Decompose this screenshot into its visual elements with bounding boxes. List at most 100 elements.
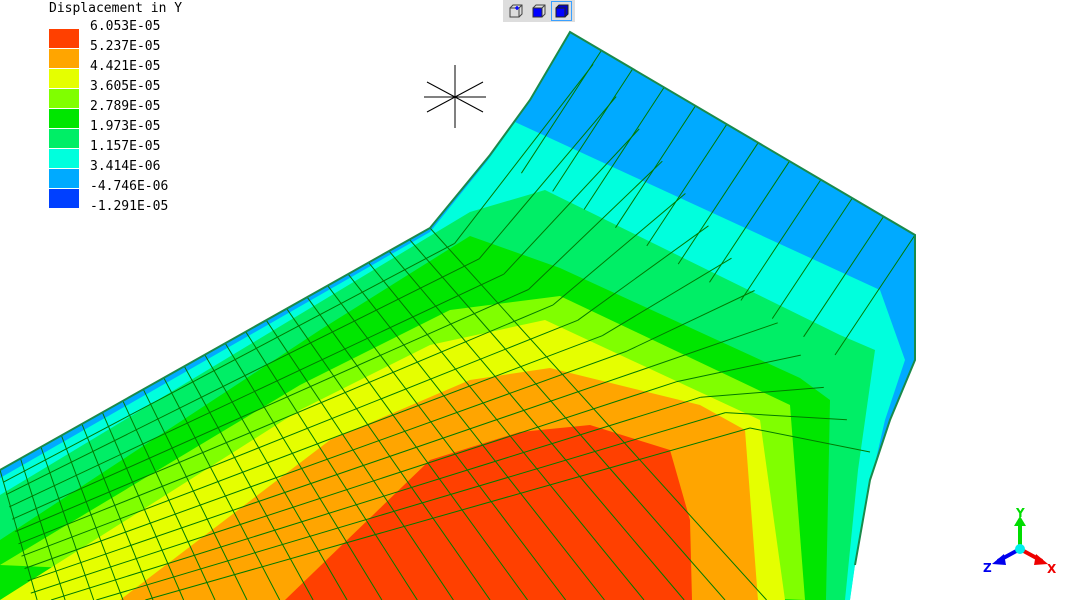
mesh-line [327, 285, 567, 600]
legend-row: 1.973E-05 [49, 119, 182, 148]
mesh-line [145, 427, 751, 600]
mesh-line [12, 289, 529, 520]
mesh-line [803, 216, 885, 338]
mesh-line [676, 354, 801, 383]
mesh-line [24, 350, 628, 569]
mesh-line [503, 128, 640, 275]
mesh-line [429, 227, 767, 600]
shaded-cube-icon [532, 4, 545, 18]
legend-value: 4.421E-05 [90, 59, 161, 74]
mesh-line [27, 366, 652, 582]
mesh-line [740, 179, 822, 301]
legend-row: 1.157E-05 [49, 139, 182, 168]
mesh-line [626, 290, 755, 352]
mesh-line [204, 354, 348, 600]
legend-value: 5.237E-05 [90, 39, 161, 54]
render-mode-toolbar [503, 0, 575, 22]
model-edge [0, 30, 916, 566]
contour-mesh [0, 32, 915, 600]
axis-y-label: Y [1015, 506, 1025, 520]
mesh-line [651, 322, 778, 367]
legend-swatch [49, 69, 79, 88]
mesh-line [286, 308, 491, 600]
mesh-line [388, 250, 685, 600]
legend-row: 6.053E-05 [49, 19, 182, 48]
mesh-line [749, 427, 871, 453]
mesh-line [615, 105, 696, 228]
legend-row: 3.605E-05 [49, 79, 182, 108]
mesh-line [81, 423, 154, 600]
mesh-line [20, 458, 66, 600]
mesh-line [60, 435, 124, 600]
mesh-line [771, 197, 853, 319]
wireframe-cube-icon [509, 4, 522, 18]
mesh-line [368, 262, 645, 600]
legend-value: 3.605E-05 [90, 79, 161, 94]
mesh-line [306, 296, 529, 600]
legend-value: -1.291E-05 [90, 199, 169, 214]
legend-value: 1.157E-05 [90, 139, 161, 154]
legend-row: 3.414E-06 [49, 159, 182, 188]
legend-value: 2.789E-05 [90, 99, 161, 114]
mesh-line [552, 68, 634, 192]
mesh-line [5, 258, 480, 496]
mesh-line [163, 377, 281, 600]
legend-swatch [49, 129, 79, 148]
mesh-line [122, 400, 216, 600]
mesh-line [183, 366, 314, 600]
mesh-line [347, 273, 605, 600]
mesh-line [725, 412, 847, 421]
mesh-line [478, 96, 617, 260]
wireframe-view-button[interactable] [505, 1, 526, 21]
legend-row: 2.789E-05 [49, 99, 182, 128]
mesh-line [101, 412, 185, 600]
cursor-star-icon [424, 65, 486, 128]
legend-value: 3.414E-06 [90, 159, 161, 174]
mesh-line [8, 273, 505, 508]
legend-value: -4.746E-06 [90, 179, 169, 194]
axis-x-label: X [1047, 562, 1057, 576]
mesh-line [21, 335, 603, 557]
mesh-line [577, 225, 709, 321]
legend-swatch [49, 89, 79, 108]
mesh-line [677, 142, 759, 265]
shaded-view-button[interactable] [528, 1, 549, 21]
mesh-line [50, 396, 701, 600]
mesh-line [602, 257, 732, 337]
mesh-line [552, 193, 686, 306]
mesh-line [700, 386, 824, 398]
legend-swatch [49, 29, 79, 48]
mesh-line [245, 331, 418, 600]
legend-row: 4.421E-05 [49, 59, 182, 88]
legend-swatch [49, 109, 79, 128]
mesh-line [2, 242, 455, 483]
axis-z-label: Z [983, 561, 992, 575]
mesh-line [18, 319, 578, 545]
axis-triad: Y X Z [983, 506, 1057, 576]
legend-swatch [49, 149, 79, 168]
legend-row: 5.237E-05 [49, 39, 182, 68]
mesh-line [454, 63, 594, 244]
mesh-line [224, 342, 383, 600]
solid-view-button[interactable] [551, 1, 572, 21]
solid-cube-icon [555, 4, 568, 18]
band-red [285, 425, 692, 600]
mesh-line [96, 412, 726, 600]
legend-swatch [49, 189, 79, 208]
mesh-line [265, 319, 454, 600]
mesh-line [142, 389, 248, 600]
mesh-line [15, 304, 554, 532]
mesh-line [834, 234, 915, 356]
legend-title: Displacement in Y [49, 1, 183, 16]
mesh-line [30, 381, 677, 594]
legend-row: -1.291E-05 [49, 199, 182, 219]
legend-value: 6.053E-05 [90, 19, 161, 34]
mesh-line [583, 87, 665, 210]
legend-value: 1.973E-05 [90, 119, 161, 134]
mesh-line [520, 50, 602, 174]
legend-swatch [49, 49, 79, 68]
legend-swatch [49, 169, 79, 188]
contour-legend: Displacement in Y 6.053E-05 5.237E-05 4.42… [49, 1, 182, 219]
mesh-line [528, 160, 663, 290]
